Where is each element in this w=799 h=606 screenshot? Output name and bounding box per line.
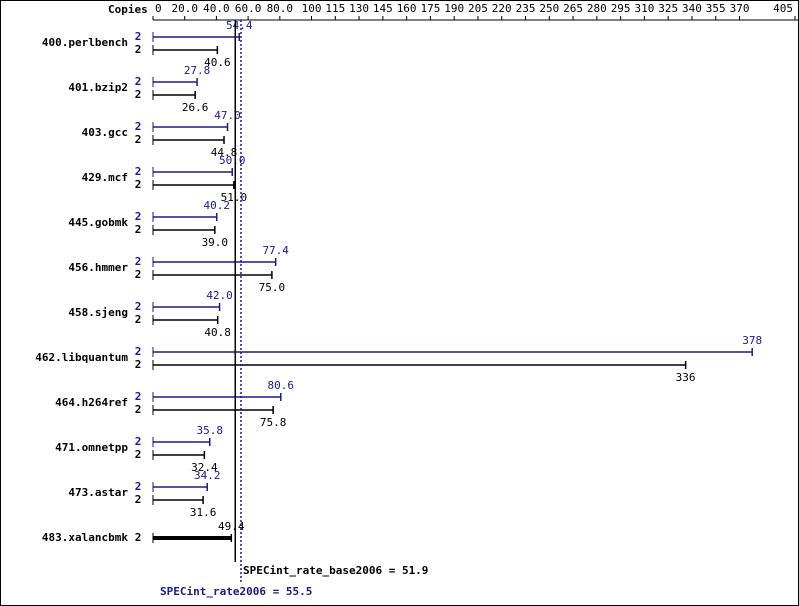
x-tick-label: 325 — [658, 2, 678, 15]
value-label: 39.0 — [202, 236, 229, 249]
copies-label: 2 — [135, 390, 142, 403]
copies-label: 2 — [135, 75, 142, 88]
value-label: 49.4 — [218, 520, 245, 533]
value-label: 50.0 — [219, 154, 246, 167]
category-label: 473.astar — [68, 486, 128, 499]
x-tick-label: 0 — [155, 2, 162, 15]
copies-label: 2 — [135, 313, 142, 326]
value-label: 34.2 — [194, 469, 221, 482]
category-label: 429.mcf — [82, 171, 128, 184]
copies-label: 2 — [135, 435, 142, 448]
copies-label: 2 — [135, 255, 142, 268]
copies-label: 2 — [135, 43, 142, 56]
value-label: 75.8 — [260, 416, 287, 429]
copies-label: 2 — [135, 223, 142, 236]
x-tick-label: 340 — [682, 2, 702, 15]
x-tick-label: 265 — [563, 2, 583, 15]
value-label: 40.2 — [203, 199, 230, 212]
x-tick-label: 370 — [730, 2, 750, 15]
x-tick-label: 80.0 — [267, 2, 294, 15]
value-label: 47.0 — [214, 109, 241, 122]
category-label: 462.libquantum — [35, 351, 128, 364]
category-label: 483.xalancbmk — [42, 531, 128, 544]
value-label: 75.0 — [259, 281, 286, 294]
copies-label: 2 — [135, 268, 142, 281]
x-tick-label: 220 — [492, 2, 512, 15]
x-tick-label: 405 — [773, 2, 793, 15]
copies-label: 2 — [135, 358, 142, 371]
copies-label: 2 — [135, 345, 142, 358]
x-tick-label: 250 — [539, 2, 559, 15]
category-label: 445.gobmk — [68, 216, 128, 229]
copies-label: 2 — [135, 30, 142, 43]
copies-label: 2 — [135, 133, 142, 146]
copies-label: 2 — [135, 210, 142, 223]
x-tick-label: 160 — [397, 2, 417, 15]
x-tick-label: 115 — [325, 2, 345, 15]
value-label: 26.6 — [182, 101, 209, 114]
copies-header: Copies — [108, 3, 148, 16]
x-tick-label: 190 — [444, 2, 464, 15]
category-label: 456.hmmer — [68, 261, 128, 274]
x-tick-label: 130 — [349, 2, 369, 15]
category-label: 464.h264ref — [55, 396, 128, 409]
reference-label: SPECint_rate2006 = 55.5 — [160, 585, 312, 598]
copies-label: 2 — [135, 448, 142, 461]
value-label: 40.8 — [204, 326, 231, 339]
x-tick-label: 100 — [302, 2, 322, 15]
x-tick-label: 310 — [634, 2, 654, 15]
copies-label: 2 — [135, 300, 142, 313]
x-tick-label: 355 — [706, 2, 726, 15]
copies-label: 2 — [135, 403, 142, 416]
category-label: 401.bzip2 — [68, 81, 128, 94]
copies-label: 2 — [135, 493, 142, 506]
value-label: 336 — [676, 371, 696, 384]
copies-label: 2 — [135, 88, 142, 101]
x-tick-label: 295 — [611, 2, 631, 15]
copies-label: 2 — [135, 480, 142, 493]
category-label: 471.omnetpp — [55, 441, 128, 454]
category-label: 400.perlbench — [42, 36, 128, 49]
value-label: 378 — [742, 334, 762, 347]
x-tick-label: 235 — [516, 2, 536, 15]
x-tick-label: 175 — [420, 2, 440, 15]
copies-label: 2 — [135, 165, 142, 178]
copies-label: 2 — [135, 531, 142, 544]
value-label: 27.8 — [184, 64, 211, 77]
value-label: 77.4 — [262, 244, 289, 257]
copies-label: 2 — [135, 178, 142, 191]
value-label: 31.6 — [190, 506, 217, 519]
value-label: 40.6 — [204, 56, 231, 69]
value-label: 32.4 — [191, 461, 218, 474]
category-label: 403.gcc — [82, 126, 128, 139]
value-label: 42.0 — [206, 289, 233, 302]
copies-label: 2 — [135, 120, 142, 133]
value-label: 35.8 — [196, 424, 223, 437]
x-tick-label: 145 — [373, 2, 393, 15]
x-tick-label: 20.0 — [171, 2, 198, 15]
x-tick-label: 205 — [468, 2, 488, 15]
x-tick-label: 40.0 — [203, 2, 230, 15]
category-label: 458.sjeng — [68, 306, 128, 319]
x-tick-label: 60.0 — [235, 2, 262, 15]
value-label: 80.6 — [268, 379, 295, 392]
x-tick-label: 280 — [587, 2, 607, 15]
value-label: 54.4 — [226, 19, 253, 32]
value-label: 44.8 — [211, 146, 238, 159]
reference-label: SPECint_rate_base2006 = 51.9 — [243, 564, 428, 577]
